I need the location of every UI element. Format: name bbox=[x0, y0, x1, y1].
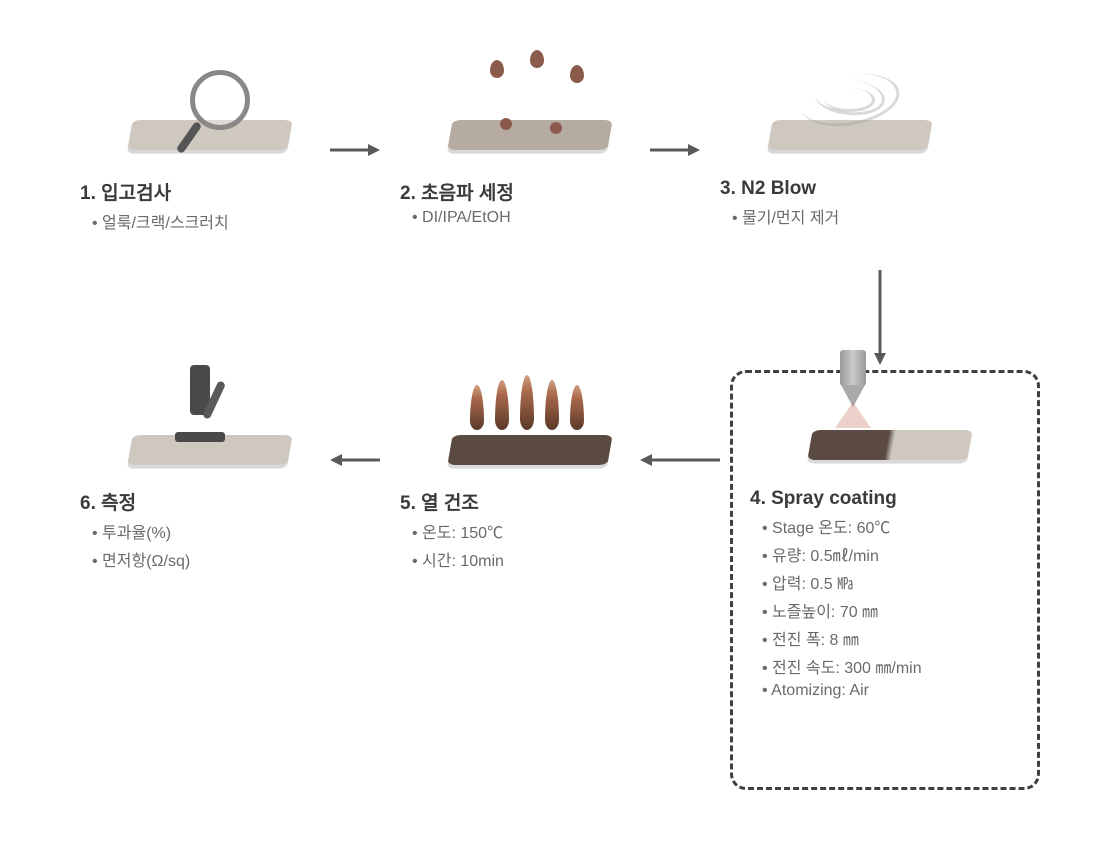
droplet-icon bbox=[490, 60, 504, 78]
step-4-bullet-1: • 유량: 0.5㎖/min bbox=[750, 542, 1030, 566]
step-4-graphic bbox=[800, 390, 980, 480]
step-1-bullet-0-text: 얼룩/크랙/스크러치 bbox=[102, 215, 229, 232]
step-1-bullet-0: • 얼룩/크랙/스크러치 bbox=[80, 209, 340, 233]
step-6-graphic bbox=[120, 390, 300, 480]
microscope-base bbox=[175, 432, 225, 442]
step-4-bullet-0: • Stage 온도: 60℃ bbox=[750, 514, 1030, 538]
step-5-graphic bbox=[440, 390, 620, 480]
droplet-icon bbox=[570, 65, 584, 83]
step-3-n2blow: 3. N2 Blow • 물기/먼지 제거 bbox=[720, 80, 980, 228]
step-4-spray-coating: 4. Spray coating • Stage 온도: 60℃ • 유량: 0… bbox=[750, 390, 1030, 700]
step-2-graphic bbox=[440, 80, 620, 170]
step-4-bullet-6-text: Atomizing: Air bbox=[771, 682, 869, 699]
flame-icon bbox=[545, 380, 559, 430]
nozzle-icon bbox=[840, 350, 866, 386]
spray-cone-icon bbox=[835, 402, 871, 428]
flame-icon bbox=[570, 385, 584, 430]
substrate-plate bbox=[807, 430, 972, 460]
step-4-bullet-4: • 전진 폭: 8 ㎜ bbox=[750, 626, 1030, 650]
arrow-1-to-2 bbox=[330, 140, 380, 160]
droplet-icon bbox=[530, 50, 544, 68]
step-6-bullet-0-text: 투과율(%) bbox=[102, 525, 171, 542]
step-1-graphic bbox=[120, 80, 300, 170]
flame-icon bbox=[470, 385, 484, 430]
arrow-3-to-4 bbox=[870, 270, 890, 365]
substrate-plate bbox=[447, 120, 612, 150]
droplet-icon bbox=[500, 118, 512, 130]
step-6-bullet-1-text: 면저항(Ω/sq) bbox=[102, 553, 190, 570]
step-4-bullet-5-text: 전진 속도: 300 ㎜/min bbox=[772, 660, 922, 677]
step-4-bullet-4-text: 전진 폭: 8 ㎜ bbox=[772, 632, 859, 649]
step-4-bullet-6: • Atomizing: Air bbox=[750, 682, 1030, 700]
step-3-bullet-0: • 물기/먼지 제거 bbox=[720, 204, 980, 228]
step-5-bullet-0-text: 온도: 150℃ bbox=[422, 525, 503, 542]
magnifier-icon bbox=[190, 70, 250, 130]
swirl-icon bbox=[825, 88, 875, 112]
step-2-cleaning: 2. 초음파 세정 • DI/IPA/EtOH bbox=[400, 80, 660, 227]
step-3-bullet-0-text: 물기/먼지 제거 bbox=[742, 210, 839, 227]
step-4-bullet-1-text: 유량: 0.5㎖/min bbox=[772, 548, 879, 565]
step-5-title: 5. 열 건조 bbox=[400, 488, 660, 515]
step-6-measurement: 6. 측정 • 투과율(%) • 면저항(Ω/sq) bbox=[80, 390, 340, 571]
step-4-bullet-0-text: Stage 온도: 60℃ bbox=[772, 520, 890, 537]
step-6-bullet-1: • 면저항(Ω/sq) bbox=[80, 547, 340, 571]
substrate-plate bbox=[447, 435, 612, 465]
step-4-title: 4. Spray coating bbox=[750, 488, 1030, 510]
step-1-title: 1. 입고검사 bbox=[80, 178, 340, 205]
step-1-inspection: 1. 입고검사 • 얼룩/크랙/스크러치 bbox=[80, 80, 340, 233]
step-3-title: 3. N2 Blow bbox=[720, 178, 980, 200]
flame-icon bbox=[495, 380, 509, 430]
step-2-title: 2. 초음파 세정 bbox=[400, 178, 660, 205]
droplet-icon bbox=[550, 122, 562, 134]
step-4-bullet-2: • 압력: 0.5 ㎫ bbox=[750, 570, 1030, 594]
step-5-drying: 5. 열 건조 • 온도: 150℃ • 시간: 10min bbox=[400, 390, 660, 571]
step-2-bullet-0: • DI/IPA/EtOH bbox=[400, 209, 660, 227]
step-4-bullet-2-text: 압력: 0.5 ㎫ bbox=[772, 576, 853, 593]
step-4-bullet-3-text: 노즐높이: 70 ㎜ bbox=[772, 604, 878, 621]
step-4-bullet-5: • 전진 속도: 300 ㎜/min bbox=[750, 654, 1030, 678]
step-5-bullet-0: • 온도: 150℃ bbox=[400, 519, 660, 543]
step-3-graphic bbox=[760, 80, 940, 170]
step-4-bullet-3: • 노즐높이: 70 ㎜ bbox=[750, 598, 1030, 622]
step-6-title: 6. 측정 bbox=[80, 488, 340, 515]
step-2-bullet-0-text: DI/IPA/EtOH bbox=[422, 209, 511, 226]
flame-icon bbox=[520, 375, 534, 430]
step-6-bullet-0: • 투과율(%) bbox=[80, 519, 340, 543]
arrow-2-to-3 bbox=[650, 140, 700, 160]
step-5-bullet-1-text: 시간: 10min bbox=[422, 553, 504, 570]
step-5-bullet-1: • 시간: 10min bbox=[400, 547, 660, 571]
